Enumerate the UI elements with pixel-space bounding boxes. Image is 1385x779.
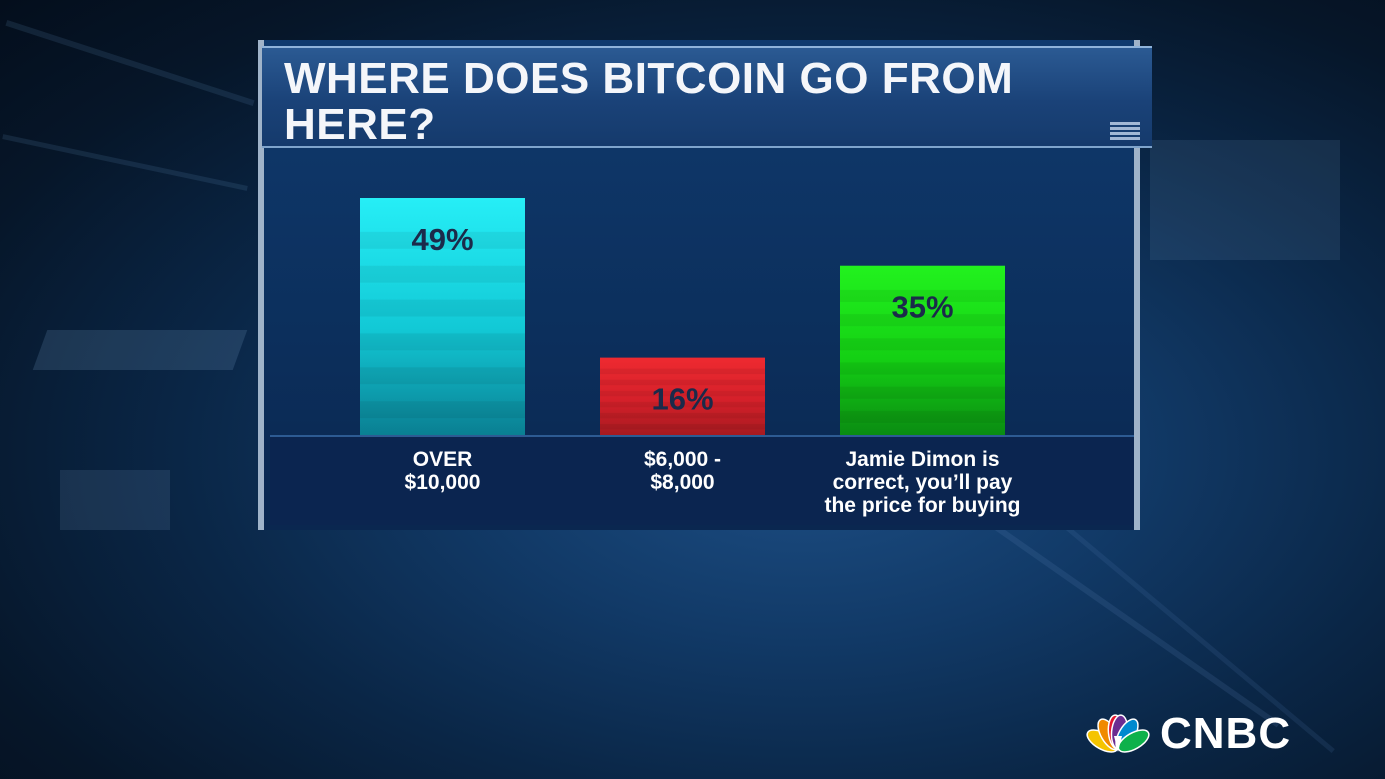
chart-title: WHERE DOES BITCOIN GO FROM HERE? <box>284 54 1014 149</box>
bar-1 <box>360 198 525 435</box>
bar-band <box>600 401 765 408</box>
bar-band <box>840 410 1005 423</box>
bar-2 <box>600 357 765 435</box>
chart-baseline <box>270 435 1134 437</box>
bar-3 <box>840 265 1005 435</box>
peacock-feather <box>1117 729 1150 753</box>
bar-band <box>600 412 765 419</box>
bar-band <box>360 367 525 385</box>
title-bar-decoration <box>1110 122 1140 140</box>
background-screen <box>1150 140 1340 260</box>
bar-value-label-2: 16% <box>651 382 713 417</box>
category-label-2: $6,000 - <box>644 448 721 471</box>
bar-band <box>600 379 765 386</box>
category-label-band <box>270 437 1134 525</box>
category-label-2: $8,000 <box>650 471 714 494</box>
bar-band <box>360 299 525 317</box>
category-label-1: $10,000 <box>405 471 481 494</box>
peacock-body <box>1114 736 1122 752</box>
cnbc-logo <box>1086 714 1150 753</box>
background-panel <box>60 470 170 530</box>
bar-value-label-1: 49% <box>411 222 473 257</box>
category-label-3: the price for buying <box>824 494 1020 517</box>
bar-band <box>840 362 1005 375</box>
title-bar: WHERE DOES BITCOIN GO FROM HERE? <box>262 46 1152 148</box>
peacock-icon <box>1086 714 1150 753</box>
bar-band <box>600 423 765 430</box>
bar-value-label-3: 35% <box>891 290 953 325</box>
bar-band <box>600 368 765 375</box>
cnbc-wordmark: CNBC <box>1160 709 1292 758</box>
bar-band <box>840 338 1005 351</box>
bar-band <box>840 289 1005 302</box>
category-label-3: correct, you’ll pay <box>833 471 1013 494</box>
category-label-1: OVER <box>413 448 473 471</box>
bar-band <box>360 231 525 249</box>
bar-band <box>360 333 525 351</box>
bar-band <box>360 265 525 283</box>
bar-band <box>600 390 765 397</box>
bar-band <box>360 401 525 419</box>
category-label-3: Jamie Dimon is <box>845 448 999 471</box>
bar-band <box>840 386 1005 399</box>
bar-band <box>840 314 1005 327</box>
